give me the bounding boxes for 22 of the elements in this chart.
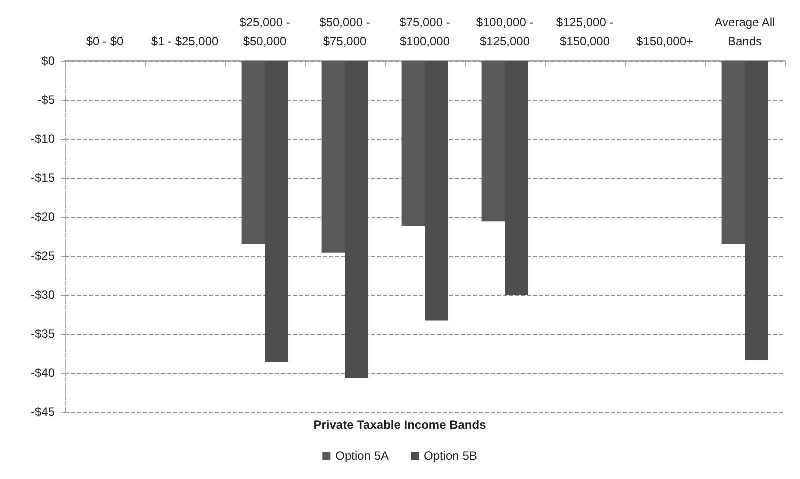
x-tick-label: $0 - $0: [86, 34, 124, 48]
y-tick-label: -$40: [30, 366, 56, 380]
y-tick-label: -$5: [38, 93, 56, 107]
legend-label: Option 5A: [336, 449, 390, 463]
legend-label: Option 5B: [424, 449, 478, 463]
x-axis-title: Private Taxable Income Bands: [314, 418, 487, 432]
y-tick-label: -$45: [30, 405, 56, 419]
x-tick-label: $50,000 - $75,000: [320, 16, 370, 48]
x-tick-label: $1 - $25,000: [151, 34, 220, 48]
y-tick-label: -$25: [30, 249, 56, 263]
x-tick-label: $100,000 - $125,000: [476, 16, 534, 48]
x-tick-label: $75,000 - $100,000: [400, 16, 450, 48]
y-tick-label: $0: [42, 54, 56, 68]
x-tick-label: Average All Bands: [714, 16, 776, 48]
x-tick-label: $125,000 - $150,000: [556, 16, 614, 48]
y-tick-label: -$20: [30, 210, 56, 224]
y-tick-label: -$30: [30, 288, 56, 302]
x-tick-label: $150,000+: [636, 34, 694, 48]
y-tick-label: -$15: [30, 171, 56, 185]
y-tick-label: -$35: [30, 327, 56, 341]
y-tick-label: -$10: [30, 132, 56, 146]
x-tick-label: $25,000 - $50,000: [240, 16, 290, 48]
